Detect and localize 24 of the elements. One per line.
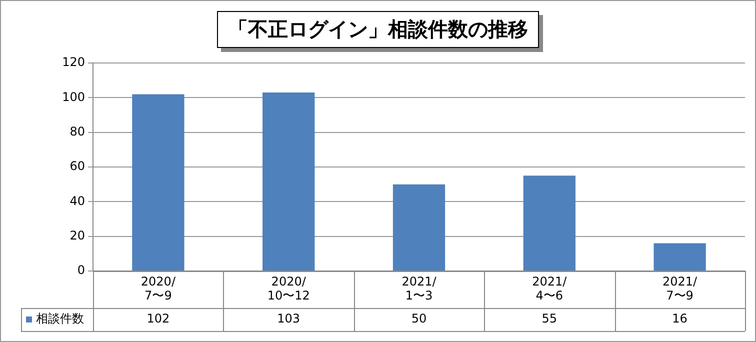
y-tick-label: 40 bbox=[70, 194, 85, 208]
y-tick-label: 0 bbox=[77, 263, 85, 278]
y-tick-label: 60 bbox=[70, 159, 85, 174]
legend-label: 相談件数 bbox=[36, 312, 84, 326]
x-tick-label: 2021/ 7〜9 bbox=[662, 274, 698, 303]
y-tick-label: 80 bbox=[70, 124, 85, 138]
x-tick-label: 2021/ 1〜3 bbox=[402, 274, 438, 303]
data-label: 50 bbox=[411, 312, 427, 326]
data-label: 16 bbox=[672, 312, 688, 326]
x-tick-label: 2020/ 7〜9 bbox=[140, 274, 176, 303]
bar bbox=[132, 94, 184, 270]
chart-title: 「不正ログイン」相談件数の推移 bbox=[217, 11, 539, 48]
x-tick-label: 2020/ 10〜12 bbox=[267, 274, 310, 303]
bar bbox=[654, 243, 706, 270]
bar bbox=[262, 92, 315, 270]
bar bbox=[523, 176, 576, 270]
bar bbox=[392, 184, 446, 270]
data-label: 103 bbox=[277, 312, 300, 326]
data-label: 102 bbox=[146, 312, 170, 326]
y-tick-label: 120 bbox=[62, 55, 85, 70]
y-tick-label: 20 bbox=[70, 228, 85, 242]
data-label: 55 bbox=[542, 312, 558, 326]
x-tick-label: 2021/ 4〜6 bbox=[532, 274, 568, 303]
y-tick-label: 100 bbox=[62, 90, 85, 104]
